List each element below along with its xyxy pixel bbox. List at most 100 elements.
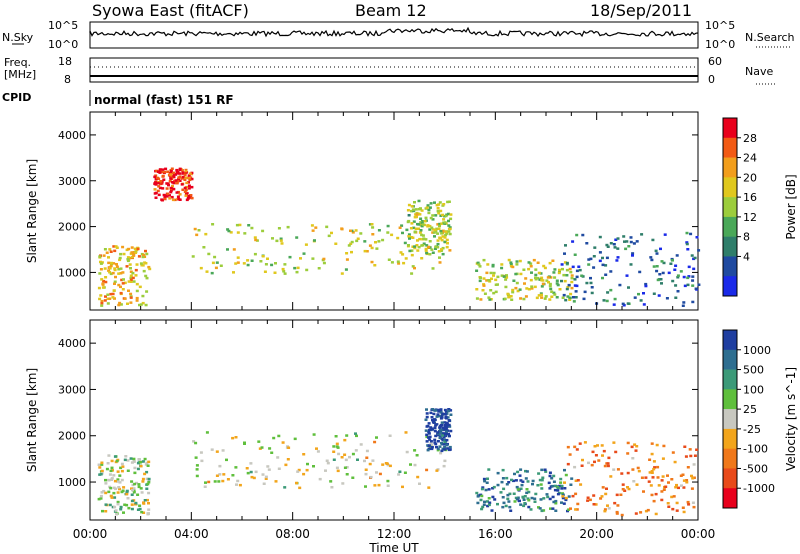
data-cell <box>439 209 443 213</box>
data-cell <box>552 291 556 295</box>
data-cell <box>412 220 416 223</box>
data-cell <box>188 178 192 182</box>
colorbar-tick-label: 20 <box>743 171 757 184</box>
data-cell <box>523 282 526 285</box>
data-cell <box>603 508 607 511</box>
data-cell <box>564 498 568 502</box>
data-region <box>153 167 194 202</box>
data-cell <box>551 495 555 499</box>
data-cell <box>524 477 528 480</box>
data-cell <box>621 488 625 491</box>
data-cell <box>436 223 440 226</box>
data-cell <box>170 195 174 199</box>
nsky-tick-bottom: 10^0 <box>48 38 78 51</box>
freq-panel <box>89 57 699 83</box>
data-cell <box>185 181 189 185</box>
data-cell <box>447 224 451 227</box>
plot-frame <box>89 111 699 311</box>
data-cell <box>386 479 390 483</box>
data-cell <box>125 490 129 494</box>
data-cell <box>175 191 179 194</box>
data-cell <box>436 447 440 451</box>
data-cell <box>404 257 408 260</box>
data-cell <box>440 421 444 424</box>
data-cell <box>165 195 169 198</box>
data-cell <box>523 495 527 498</box>
data-cell <box>424 249 428 252</box>
data-cell <box>586 496 590 499</box>
cpid-label: CPID <box>2 91 31 104</box>
data-cell <box>326 461 330 465</box>
data-cell <box>612 441 616 444</box>
data-cell <box>263 270 267 273</box>
nsky-label: N.Sky <box>2 31 34 44</box>
data-cell <box>479 298 483 301</box>
y-tick-label: 3000 <box>58 383 86 396</box>
data-cell <box>108 473 112 476</box>
x-tick-label: 20:00 <box>579 527 614 541</box>
data-cell <box>433 418 437 421</box>
data-cell <box>540 478 544 482</box>
data-cell <box>689 232 693 236</box>
data-cell <box>435 227 439 231</box>
data-cell <box>125 265 129 268</box>
data-cell <box>296 470 300 473</box>
data-cell <box>482 503 486 506</box>
data-cell <box>534 268 538 271</box>
data-cell <box>129 301 133 304</box>
data-cell <box>325 225 329 229</box>
data-cell <box>204 481 207 484</box>
data-cell <box>553 268 557 271</box>
data-cell <box>369 475 373 479</box>
data-cell <box>112 262 116 265</box>
data-cell <box>559 477 563 481</box>
data-cell <box>168 197 172 200</box>
data-cell <box>448 445 452 449</box>
data-cell <box>601 454 604 457</box>
data-cell <box>487 488 491 491</box>
data-cell <box>487 296 491 299</box>
data-cell <box>129 280 133 283</box>
data-cell <box>354 229 358 232</box>
data-cell <box>626 302 630 305</box>
data-cell <box>487 497 491 500</box>
data-cell <box>443 426 447 429</box>
data-cell <box>644 282 648 286</box>
data-cell <box>531 479 535 483</box>
data-cell <box>120 490 124 494</box>
data-cell <box>487 279 491 282</box>
data-cell <box>108 267 112 270</box>
data-cell <box>515 485 519 489</box>
data-cell <box>692 505 696 509</box>
data-cell <box>437 410 441 413</box>
data-cell <box>162 178 166 181</box>
data-cell <box>419 221 423 224</box>
data-cell <box>603 464 607 468</box>
data-cell <box>426 204 430 207</box>
data-cell <box>482 283 486 286</box>
data-cell <box>443 428 447 431</box>
data-cell <box>565 287 569 291</box>
data-cell <box>436 448 440 452</box>
data-cell <box>414 208 418 211</box>
data-cell <box>119 272 123 275</box>
data-cell <box>396 236 400 240</box>
data-cell <box>560 487 564 490</box>
data-cell <box>507 481 511 484</box>
data-cell <box>163 197 167 201</box>
data-cell <box>253 236 257 239</box>
data-cell <box>449 429 453 433</box>
data-cell <box>438 222 442 226</box>
data-cell <box>534 278 538 281</box>
data-cell <box>550 290 554 293</box>
colorbar-tick-label: 100 <box>743 383 764 396</box>
data-cell <box>613 501 617 505</box>
data-cell <box>433 441 437 444</box>
data-cell <box>506 292 510 296</box>
colorbar-swatch <box>723 330 737 351</box>
data-cell <box>259 260 263 263</box>
data-cell <box>512 492 516 495</box>
data-cell <box>613 297 617 301</box>
data-cell <box>666 474 669 477</box>
data-cell <box>599 497 603 500</box>
